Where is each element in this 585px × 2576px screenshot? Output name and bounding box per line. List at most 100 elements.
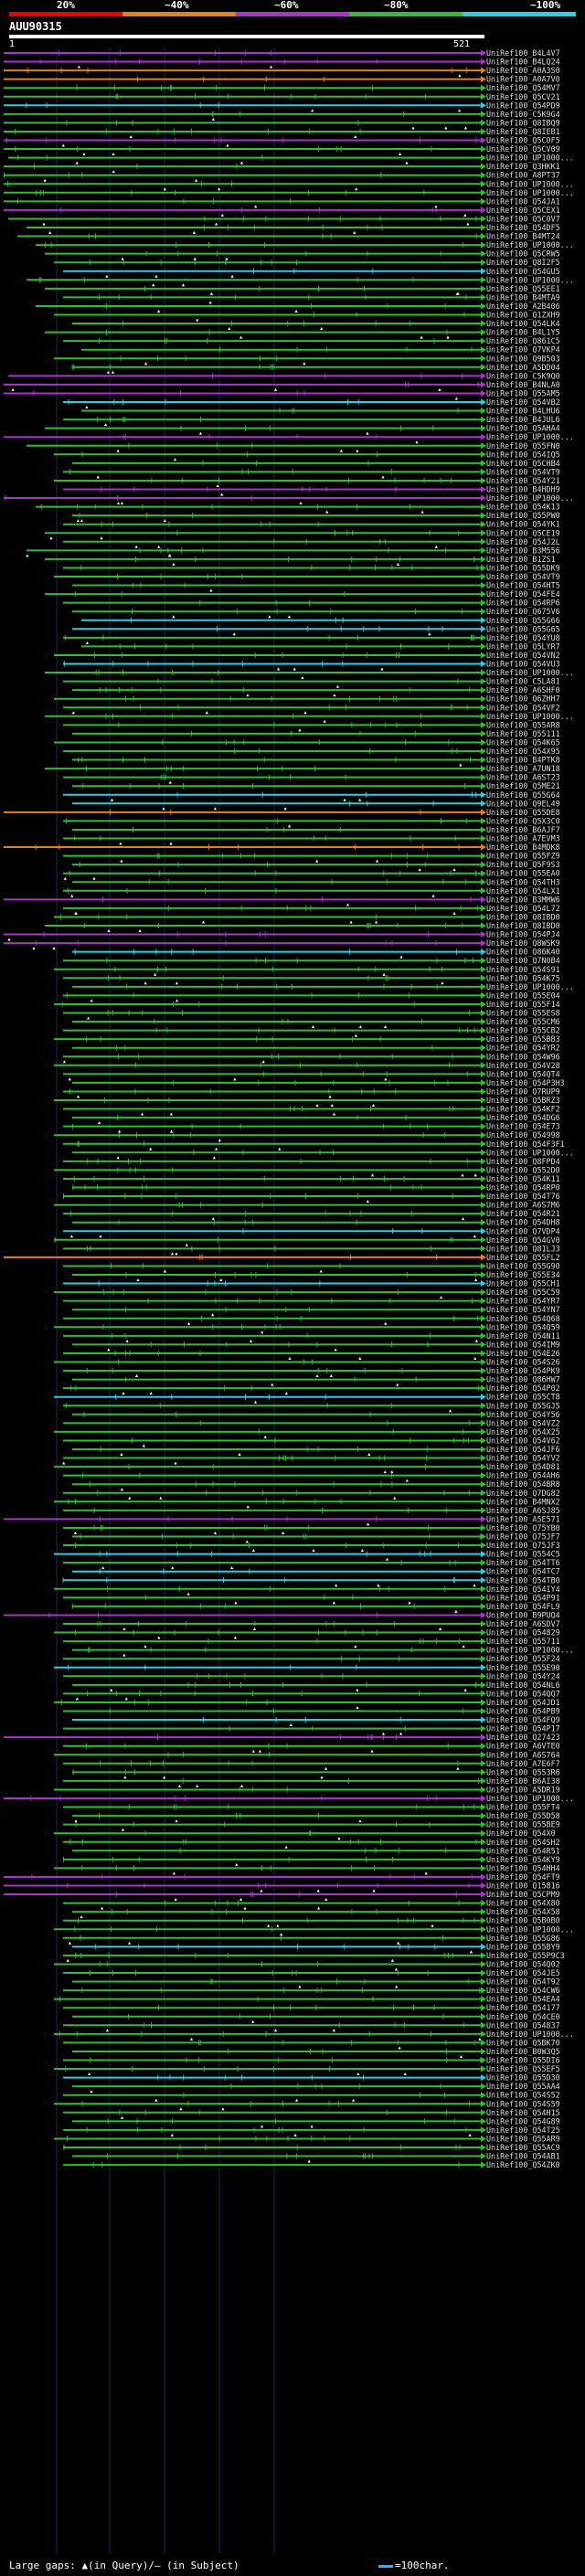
hit-row[interactable]: UniRef100_Q54T25	[63, 2125, 560, 2136]
hit-label[interactable]: UniRef100_Q553R6	[486, 1767, 560, 1776]
hit-label[interactable]: UniRef100_UP1000...	[486, 154, 574, 163]
hit-label[interactable]: UniRef100_UP1000...	[486, 1148, 574, 1157]
hit-row[interactable]: UniRef100_Q55BY9	[72, 1942, 560, 1954]
hit-row[interactable]: UniRef100_Q54TC7	[72, 1567, 560, 1576]
hit-label[interactable]: UniRef100_Q54P91	[486, 1593, 560, 1602]
hit-label[interactable]: UniRef100_Q55E04	[486, 991, 560, 1000]
hit-label[interactable]: UniRef100_Q55PW0	[486, 511, 560, 520]
hit-label[interactable]: UniRef100_B4MT24	[486, 232, 560, 241]
hit-label[interactable]: UniRef100_Q54R21	[486, 1209, 560, 1218]
hit-row[interactable]: UniRef100_Q54P02	[63, 1383, 560, 1395]
hit-label[interactable]: UniRef100_A0A3S0	[486, 66, 560, 75]
hit-row[interactable]: UniRef100_A7E6F7	[63, 1759, 560, 1770]
hit-row[interactable]: UniRef100_Q55G64	[63, 790, 560, 801]
hit-label[interactable]: UniRef100_Q55AR8	[486, 720, 560, 729]
hit-row[interactable]: UniRef100_Q54W96	[62, 1052, 560, 1064]
hit-row[interactable]: UniRef100_Q54837	[63, 2020, 560, 2032]
hit-label[interactable]: UniRef100_Q54S91	[486, 965, 560, 974]
hit-row[interactable]: UniRef100_Q54L72	[63, 904, 560, 915]
hit-label[interactable]: UniRef100_Q54RP0	[486, 1183, 560, 1193]
hit-label[interactable]: UniRef100_Q7N0B4	[486, 956, 560, 965]
hit-row[interactable]: UniRef100_Q55FL2	[4, 1253, 560, 1262]
hit-row[interactable]: UniRef100_Q7VKP4	[81, 345, 560, 355]
hit-row[interactable]: UniRef100_UP1000...	[45, 668, 574, 680]
hit-row[interactable]: UniRef100_Q55111	[72, 729, 560, 738]
hit-row[interactable]: UniRef100_Q8WSK9	[4, 938, 560, 950]
hit-label[interactable]: UniRef100_Q54BR8	[486, 1479, 560, 1489]
hit-row[interactable]: UniRef100_B4MT24	[17, 232, 560, 241]
hit-row[interactable]: UniRef100_Q54NL6	[72, 1680, 560, 1691]
hit-label[interactable]: UniRef100_A5E571	[486, 1514, 560, 1523]
hit-row[interactable]: UniRef100_Q81LJ3	[63, 1244, 560, 1256]
hit-label[interactable]: UniRef100_Q54Y21	[486, 476, 560, 485]
hit-row[interactable]: UniRef100_Q54CE0	[72, 2012, 560, 2023]
hit-row[interactable]: UniRef100_Q55PW0	[72, 511, 560, 523]
hit-label[interactable]: UniRef100_UP1000...	[486, 668, 574, 677]
hit-label[interactable]: UniRef100_A7E6F7	[486, 1759, 560, 1768]
hit-row[interactable]: UniRef100_Q54E73	[63, 1122, 560, 1133]
hit-label[interactable]: UniRef100_Q54YR2	[486, 1044, 560, 1053]
hit-row[interactable]: UniRef100_Q54P3H3	[72, 1078, 565, 1087]
hit-row[interactable]: UniRef100_Q5C0F5	[4, 136, 560, 147]
hit-row[interactable]: UniRef100_Q552D0	[54, 1165, 560, 1177]
hit-label[interactable]: UniRef100_Q54JA1	[486, 196, 560, 206]
hit-label[interactable]: UniRef100_Q54PJ4	[486, 930, 560, 939]
hit-label[interactable]: UniRef100_Q55AA4	[486, 2082, 560, 2091]
hit-label[interactable]: UniRef100_Q554C5	[486, 1550, 560, 1559]
hit-row[interactable]: UniRef100_Q54IM9	[72, 1340, 560, 1352]
hit-row[interactable]: UniRef100_Q5X3C0	[63, 816, 560, 828]
hit-row[interactable]: UniRef100_Q1ZXH9	[54, 311, 560, 322]
hit-row[interactable]: UniRef100_Q5B0B0	[63, 1916, 560, 1927]
hit-label[interactable]: UniRef100_Q7DG82	[486, 1489, 560, 1498]
hit-row[interactable]: UniRef100_Q5BK70	[63, 2038, 560, 2050]
hit-label[interactable]: UniRef100_Q55CH1	[486, 1279, 560, 1288]
hit-row[interactable]: UniRef100_B4MDK8	[4, 843, 560, 852]
hit-row[interactable]: UniRef100_Q861C5	[63, 336, 560, 345]
hit-label[interactable]: UniRef100_Q54D81	[486, 1462, 560, 1471]
hit-label[interactable]: UniRef100_Q5CHB4	[486, 459, 560, 468]
hit-row[interactable]: UniRef100_Q6ZHH7	[54, 694, 560, 704]
hit-label[interactable]: UniRef100_Q55GJ5	[486, 1401, 560, 1410]
hit-label[interactable]: UniRef100_A6S764	[486, 1750, 560, 1759]
hit-label[interactable]: UniRef100_Q55G65	[486, 624, 560, 633]
hit-label[interactable]: UniRef100_B9PUQ4	[486, 1610, 560, 1619]
hit-row[interactable]: UniRef100_B6AJF7	[72, 825, 560, 834]
hit-row[interactable]: UniRef100_Q8IEB1	[4, 127, 560, 138]
hit-label[interactable]: UniRef100_Q54TT6	[486, 1558, 560, 1567]
hit-label[interactable]: UniRef100_A7EVM3	[486, 834, 560, 843]
hit-label[interactable]: UniRef100_Q7RUP9	[486, 1087, 560, 1096]
hit-label[interactable]: UniRef100_Q75JF7	[486, 1532, 560, 1542]
hit-label[interactable]: UniRef100_Q55FT4	[486, 1803, 560, 1812]
hit-label[interactable]: UniRef100_UP1000...	[486, 493, 574, 503]
hit-row[interactable]: UniRef100_A5DD04	[71, 363, 560, 374]
hit-label[interactable]: UniRef100_Q5CPM9	[486, 1890, 560, 1899]
hit-label[interactable]: UniRef100_Q15816	[486, 1882, 560, 1891]
hit-row[interactable]: UniRef100_Q5CHB4	[72, 459, 560, 468]
hit-label[interactable]: UniRef100_B6AJF7	[486, 825, 560, 834]
hit-row[interactable]: UniRef100_Q86HW7	[72, 1375, 560, 1386]
hit-label[interactable]: UniRef100_Q54S26	[486, 1358, 560, 1367]
hit-row[interactable]: UniRef100_Q5AHA4	[45, 424, 560, 435]
hit-label[interactable]: UniRef100_Q5B0B0	[486, 1916, 560, 1925]
hit-label[interactable]: UniRef100_Q54P3H3	[486, 1078, 565, 1087]
hit-row[interactable]: UniRef100_B4LHU6	[81, 407, 560, 416]
hit-row[interactable]: UniRef100_Q54DG6	[72, 1113, 560, 1125]
hit-label[interactable]: UniRef100_Q5BRZ3	[486, 1096, 560, 1105]
hit-label[interactable]: UniRef100_Q54FT9	[486, 1872, 560, 1882]
hit-label[interactable]: UniRef100_B4MDK8	[486, 843, 560, 852]
hit-label[interactable]: UniRef100_Q54KF2	[486, 1105, 560, 1114]
hit-label[interactable]: UniRef100_Q55FN0	[486, 441, 560, 451]
hit-label[interactable]: UniRef100_Q861C5	[486, 336, 560, 345]
hit-row[interactable]: UniRef100_Q54X80	[63, 1899, 560, 1910]
hit-row[interactable]: UniRef100_Q55FN0	[27, 441, 560, 452]
hit-label[interactable]: UniRef100_Q54YV2	[486, 1454, 560, 1463]
hit-label[interactable]: UniRef100_Q55G64	[486, 790, 560, 800]
hit-label[interactable]: UniRef100_Q54PB9	[486, 1707, 560, 1716]
hit-row[interactable]: UniRef100_Q54HT5	[72, 581, 560, 592]
hit-label[interactable]: UniRef100_B4PTK8	[486, 756, 560, 765]
hit-row[interactable]: UniRef100_Q54YU8	[63, 633, 560, 644]
hit-label[interactable]: UniRef100_B4L4V7	[486, 48, 560, 58]
hit-row[interactable]: UniRef100_UP1000...	[72, 982, 574, 991]
hit-label[interactable]: UniRef100_Q55G66	[486, 616, 560, 625]
hit-label[interactable]: UniRef100_A7UN18	[486, 764, 560, 773]
